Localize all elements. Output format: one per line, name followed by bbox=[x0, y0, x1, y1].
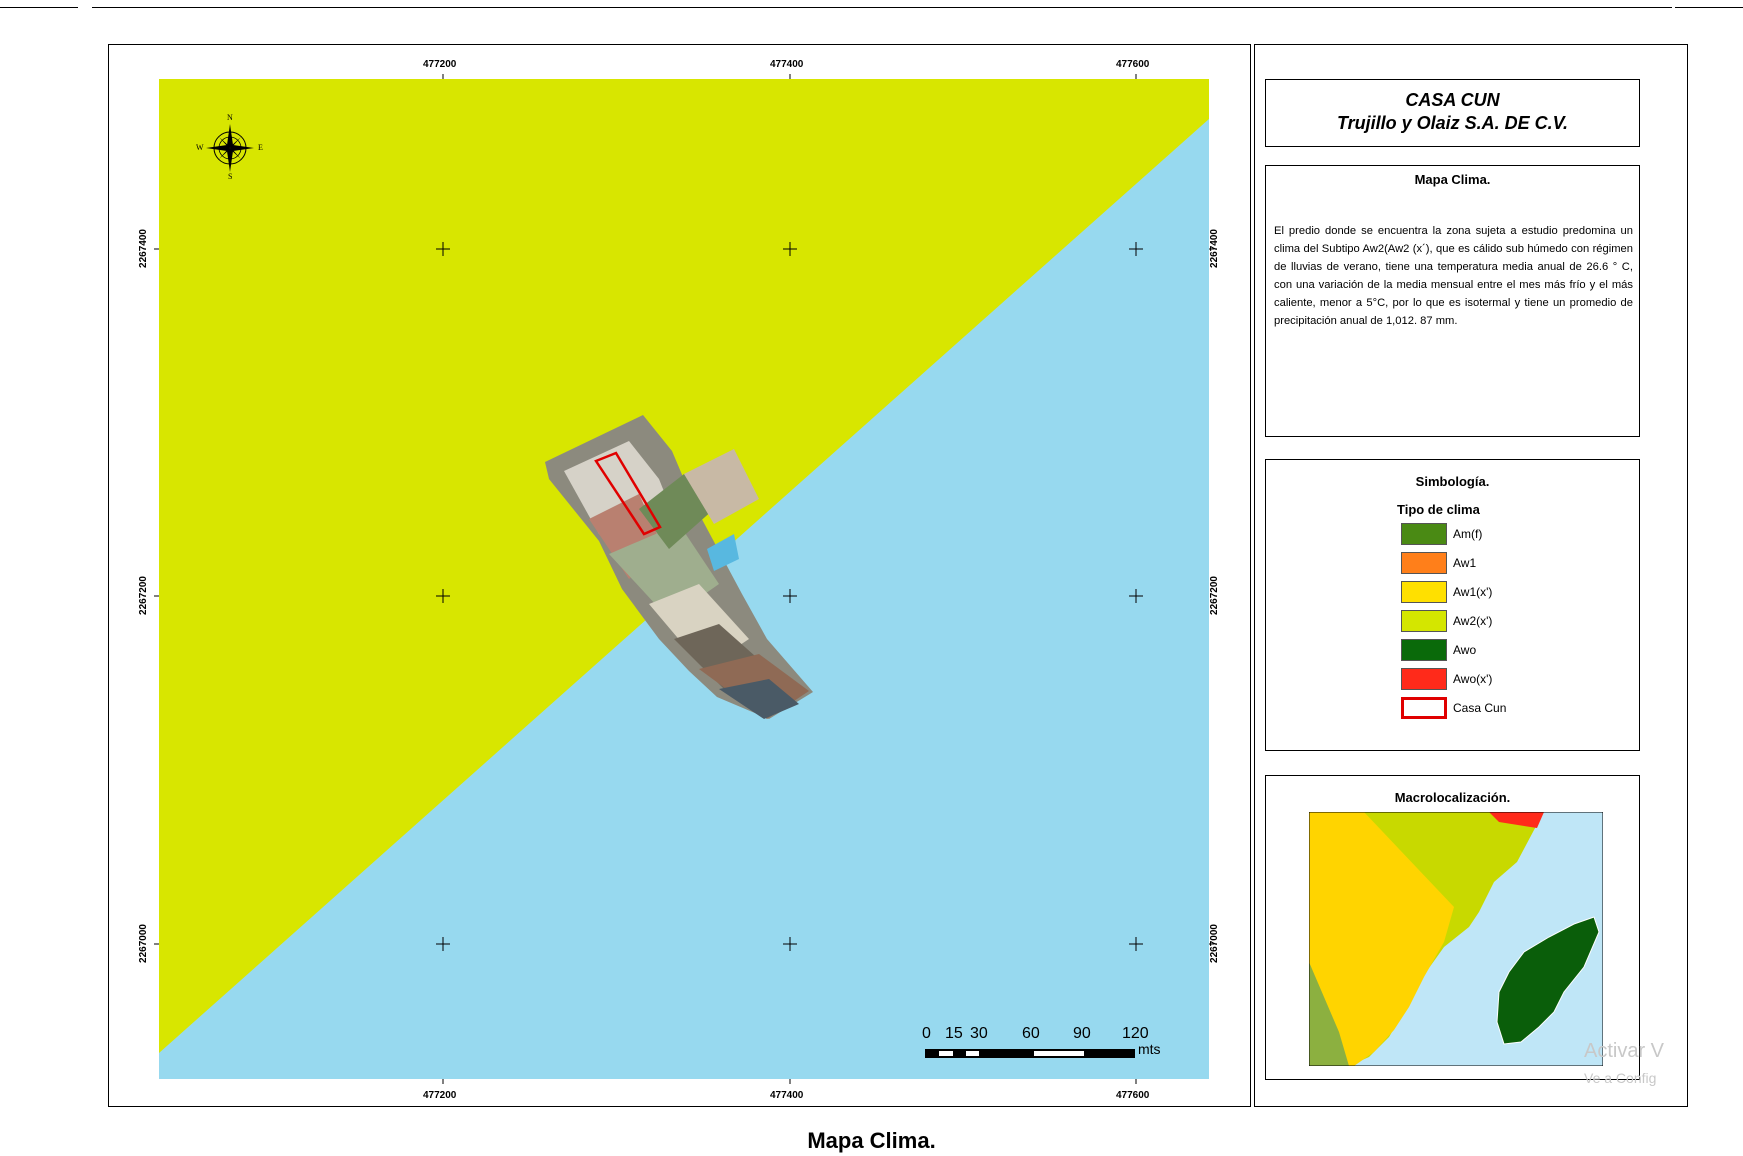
legend-swatch bbox=[1401, 552, 1447, 574]
legend-item: Casa Cun bbox=[1401, 697, 1506, 719]
compass-rose-icon bbox=[195, 113, 265, 183]
x-label-top-2: 477400 bbox=[770, 59, 804, 70]
x-label-top-3: 477600 bbox=[1116, 59, 1150, 70]
company-subtitle: Trujillo y Olaiz S.A. DE C.V. bbox=[1336, 113, 1569, 133]
y-label-left-3: 2267000 bbox=[137, 924, 149, 963]
project-title: CASA CUN bbox=[1405, 90, 1500, 110]
side-frame bbox=[1254, 44, 1688, 1107]
map-frame bbox=[108, 44, 1251, 1107]
top-rule bbox=[92, 7, 1672, 8]
legend-label: Aw2(x') bbox=[1453, 614, 1493, 628]
scale-label-30: 30 bbox=[970, 1025, 988, 1042]
aerial-photo bbox=[545, 415, 813, 719]
description-text: El predio donde se encuentra la zona suj… bbox=[1274, 225, 1633, 327]
legend-title: Simbología. bbox=[1415, 474, 1490, 489]
map-canvas bbox=[159, 79, 1209, 1079]
legend-label: Aw1(x') bbox=[1453, 585, 1493, 599]
legend-item: Aw1(x') bbox=[1401, 581, 1492, 603]
legend-label: Am(f) bbox=[1453, 527, 1483, 541]
figure-caption: Mapa Clima. bbox=[807, 1128, 936, 1153]
legend-swatch bbox=[1401, 668, 1447, 690]
description-title: Mapa Clima. bbox=[1414, 172, 1491, 187]
legend-swatch bbox=[1401, 697, 1447, 719]
macro-map bbox=[1309, 812, 1603, 1066]
compass-e-label: E bbox=[258, 143, 263, 152]
description-panel: Mapa Clima. El predio donde se encuentra… bbox=[1265, 165, 1640, 437]
legend-item: Aw2(x') bbox=[1401, 610, 1492, 632]
title-panel: CASA CUN Trujillo y Olaiz S.A. DE C.V. bbox=[1265, 79, 1640, 147]
legend-swatch bbox=[1401, 581, 1447, 603]
legend-subtitle: Tipo de clima bbox=[1397, 502, 1480, 517]
legend-swatch bbox=[1401, 639, 1447, 661]
casa-cun-boundary bbox=[594, 451, 662, 536]
legend-label: Aw1 bbox=[1453, 556, 1477, 570]
legend-item: Am(f) bbox=[1401, 523, 1482, 545]
compass-w-label: W bbox=[196, 143, 204, 152]
scale-label-90: 90 bbox=[1073, 1025, 1091, 1042]
legend-item: Awo(x') bbox=[1401, 668, 1492, 690]
x-label-bottom-3: 477600 bbox=[1116, 1090, 1150, 1101]
x-label-bottom-2: 477400 bbox=[770, 1090, 804, 1101]
y-label-left-2: 2267200 bbox=[137, 576, 149, 615]
macro-title: Macrolocalización. bbox=[1394, 790, 1511, 805]
activation-watermark-sub: Ve a Config bbox=[1584, 1070, 1657, 1086]
legend-label: Awo bbox=[1453, 643, 1477, 657]
top-rule-left bbox=[0, 7, 78, 8]
x-label-top-1: 477200 bbox=[423, 59, 457, 70]
y-label-right-1: 2267400 bbox=[1208, 229, 1220, 268]
legend-label: Awo(x') bbox=[1453, 672, 1493, 686]
legend-item: Awo bbox=[1401, 639, 1476, 661]
scale-bar bbox=[925, 1045, 1135, 1058]
top-rule-right bbox=[1675, 7, 1743, 8]
activation-watermark: Activar V bbox=[1584, 1040, 1665, 1062]
y-label-left-1: 2267400 bbox=[137, 229, 149, 268]
legend-item: Aw1 bbox=[1401, 552, 1476, 574]
scale-label-60: 60 bbox=[1022, 1025, 1040, 1042]
macro-panel: Macrolocalización. bbox=[1265, 775, 1640, 1080]
scale-label-15: 15 bbox=[945, 1025, 963, 1042]
y-label-right-2: 2267200 bbox=[1208, 576, 1220, 615]
legend-label: Casa Cun bbox=[1453, 701, 1507, 715]
legend-panel: Simbología. Tipo de clima Am(f) Aw1 Aw1(… bbox=[1265, 459, 1640, 751]
x-label-bottom-1: 477200 bbox=[423, 1090, 457, 1101]
legend-swatch bbox=[1401, 523, 1447, 545]
legend-swatch bbox=[1401, 610, 1447, 632]
compass-s-label: S bbox=[228, 172, 233, 181]
y-label-right-3: 2267000 bbox=[1208, 924, 1220, 963]
compass-n-label: N bbox=[227, 113, 233, 122]
scale-unit: mts bbox=[1138, 1041, 1161, 1057]
scale-label-0: 0 bbox=[922, 1025, 931, 1042]
frame-divider bbox=[1254, 44, 1255, 1107]
scale-label-120: 120 bbox=[1122, 1025, 1149, 1042]
